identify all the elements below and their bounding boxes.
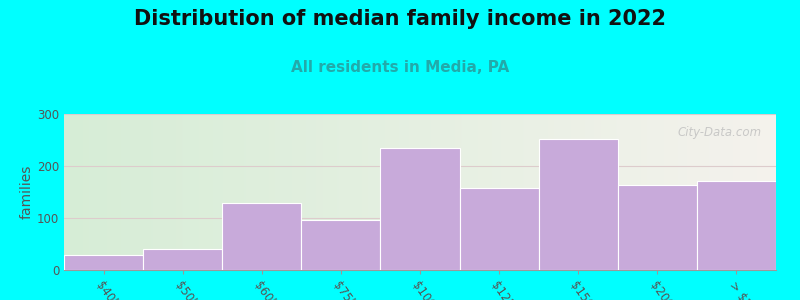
Bar bbox=[222, 203, 302, 270]
Bar bbox=[618, 185, 697, 270]
Bar bbox=[143, 249, 222, 270]
Bar bbox=[64, 255, 143, 270]
Bar bbox=[538, 139, 618, 270]
Bar bbox=[459, 188, 538, 270]
Bar bbox=[381, 148, 459, 270]
Text: Distribution of median family income in 2022: Distribution of median family income in … bbox=[134, 9, 666, 29]
Text: All residents in Media, PA: All residents in Media, PA bbox=[291, 60, 509, 75]
Bar bbox=[697, 181, 776, 270]
Y-axis label: families: families bbox=[20, 165, 34, 219]
Bar bbox=[302, 220, 381, 270]
Text: City-Data.com: City-Data.com bbox=[678, 127, 762, 140]
